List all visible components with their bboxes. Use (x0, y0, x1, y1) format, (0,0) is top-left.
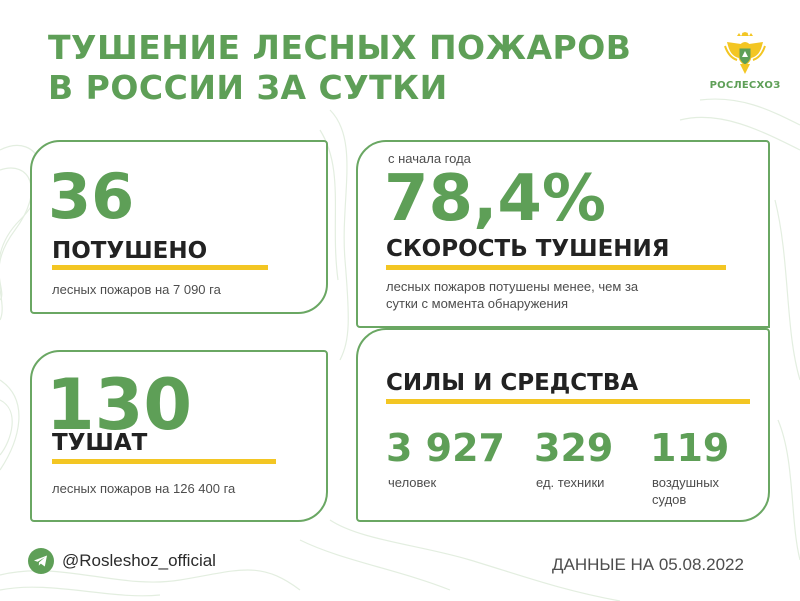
aircraft-label-line-1: воздушных (652, 475, 720, 490)
telegram-icon (28, 548, 54, 574)
people-label: человек (388, 475, 437, 490)
extinguished-underline (52, 265, 268, 270)
speed-description-line-1: лесных пожаров потушены менее, чем за (386, 279, 639, 294)
speed-description: лесных пожаров потушены менее, чем за су… (386, 278, 638, 312)
speed-label: СКОРОСТЬ ТУШЕНИЯ (386, 236, 670, 262)
page-title: ТУШЕНИЕ ЛЕСНЫХ ПОЖАРОВ В РОССИИ ЗА СУТКИ (48, 28, 631, 108)
title-line-2: В РОССИИ ЗА СУТКИ (48, 68, 448, 107)
extinguished-description: лесных пожаров на 7 090 га (52, 282, 221, 297)
speed-underline (386, 265, 726, 270)
speed-description-line-2: сутки с момента обнаружения (386, 296, 569, 311)
title-line-1: ТУШЕНИЕ ЛЕСНЫХ ПОЖАРОВ (48, 28, 632, 67)
burning-description: лесных пожаров на 126 400 га (52, 481, 236, 496)
speed-card (356, 140, 770, 328)
burning-value: 130 (46, 364, 193, 446)
vehicles-label: ед. техники (536, 475, 605, 490)
speed-caption: с начала года (388, 151, 471, 166)
forces-card (356, 328, 770, 522)
speed-value: 78,4% (384, 162, 607, 236)
extinguished-card (30, 140, 328, 314)
rosleshoz-logo: РОСЛЕСХОЗ (708, 32, 782, 91)
eagle-emblem-icon (724, 32, 766, 74)
forces-heading: СИЛЫ И СРЕДСТВА (386, 370, 639, 396)
telegram-link[interactable]: @Rosleshoz_official (28, 548, 216, 574)
burning-card (30, 350, 328, 522)
logo-text: РОСЛЕСХОЗ (709, 80, 781, 91)
extinguished-label: ПОТУШЕНО (52, 238, 208, 264)
forces-underline (386, 399, 750, 404)
burning-underline (52, 459, 276, 464)
people-value: 3 927 (386, 426, 505, 470)
aircraft-label: воздушных судов (652, 474, 719, 508)
telegram-handle[interactable]: @Rosleshoz_official (62, 551, 216, 570)
extinguished-value: 36 (48, 160, 135, 233)
burning-label: ТУШАТ (52, 430, 148, 456)
aircraft-value: 119 (650, 426, 730, 470)
aircraft-label-line-2: судов (652, 492, 687, 507)
data-date: ДАННЫЕ НА 05.08.2022 (552, 555, 744, 574)
vehicles-value: 329 (534, 426, 614, 470)
